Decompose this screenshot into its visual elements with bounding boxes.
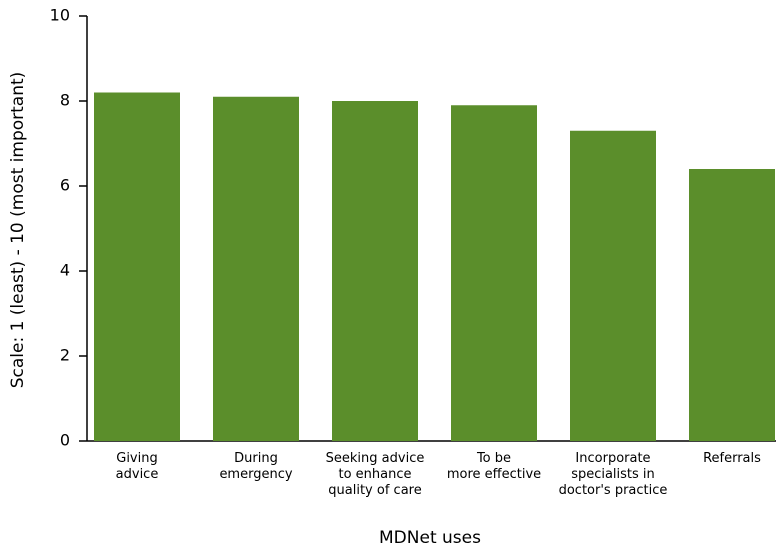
x-tick-label-line: Seeking advice <box>326 451 425 466</box>
x-tick-label-line: To be <box>476 451 511 466</box>
x-tick-label-line: advice <box>116 467 159 482</box>
bar <box>689 169 775 441</box>
x-tick-label: Incorporate specialists in doctor's practi… <box>559 451 668 498</box>
x-tick-label-line: Giving <box>116 451 157 466</box>
y-tick-label: 4 <box>60 261 70 280</box>
x-tick-label: During emergency <box>219 451 292 482</box>
x-tick-label-line: quality of care <box>328 483 421 498</box>
bar <box>451 105 537 441</box>
x-tick-label-line: doctor's practice <box>559 483 668 498</box>
x-tick-label-line: specialists in <box>571 467 655 482</box>
y-tick-label: 6 <box>60 176 70 195</box>
x-tick-label: Seeking advice to enhance quality of care <box>326 451 425 498</box>
x-tick-label-line: emergency <box>219 467 292 482</box>
y-axis-title: Scale: 1 (least) - 10 (most important) <box>8 72 28 389</box>
y-tick-label: 0 <box>60 431 70 450</box>
bar <box>570 130 656 441</box>
x-axis-title: MDNet uses <box>379 528 481 548</box>
x-tick-label-line: to enhance <box>338 467 411 482</box>
bar <box>94 92 180 441</box>
x-tick-label-line: Incorporate <box>575 451 650 466</box>
x-tick-label: Referrals <box>703 451 761 466</box>
x-tick-label: To be more effective <box>447 451 541 482</box>
bar <box>332 101 418 441</box>
x-tick-label-line: more effective <box>447 467 541 482</box>
y-tick-label: 10 <box>50 6 70 25</box>
x-tick-label-line: Referrals <box>703 451 761 466</box>
x-tick-label: Giving advice <box>116 451 159 482</box>
y-tick-label: 8 <box>60 91 70 110</box>
x-tick-label-line: During <box>234 451 278 466</box>
y-tick-label: 2 <box>60 346 70 365</box>
bar <box>213 96 299 441</box>
